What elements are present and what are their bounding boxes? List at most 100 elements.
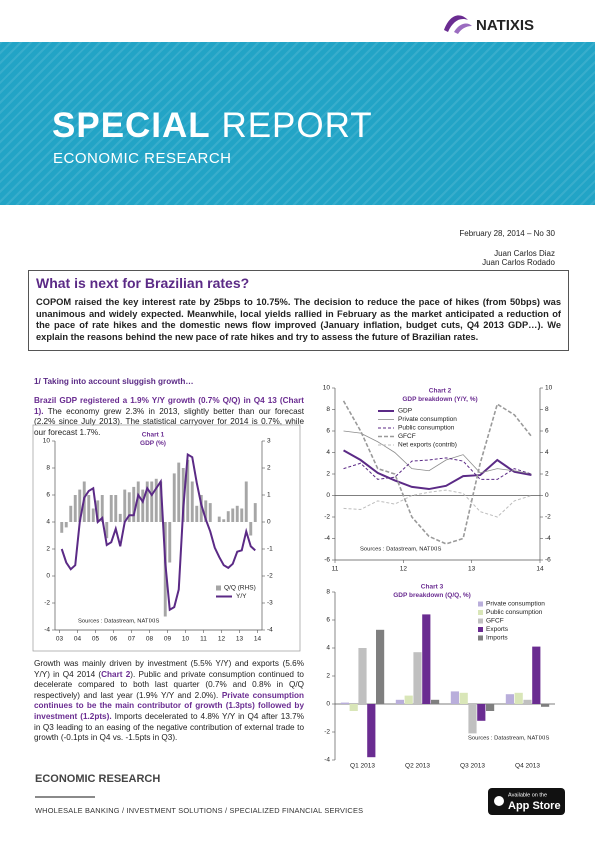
bar: [367, 704, 376, 758]
bar: [413, 652, 422, 704]
text-run: The economy grew 2.3% in 2013, slightly …: [34, 406, 304, 437]
bar: [100, 495, 104, 522]
legend-swatch: [216, 585, 221, 591]
y-tick-label: 10: [545, 385, 553, 392]
bar: [376, 629, 385, 704]
summary-box: What is next for Brazilian rates? COPOM …: [28, 270, 569, 351]
legend-label: Q/Q (RHS): [224, 585, 256, 592]
bar: [514, 692, 523, 704]
bar: [172, 473, 176, 522]
y-tick-label: 2: [326, 673, 330, 680]
date: February 28, 2014 – No 30: [459, 229, 555, 238]
y-tick-label: 8: [326, 406, 330, 413]
footer-divisions: WHOLESALE BANKING / INVESTMENT SOLUTIONS…: [35, 806, 364, 815]
bar: [477, 704, 486, 721]
paragraph: Brazil GDP registered a 1.9% Y/Y growth …: [34, 396, 304, 438]
text-run: Imports decelerated to 4.8% Y/Y in Q4 af…: [34, 711, 305, 743]
y2-tick-label: -2: [267, 573, 273, 580]
y-tick-label: 6: [46, 492, 50, 499]
bar: [249, 522, 253, 536]
y-tick-label: 4: [326, 449, 330, 456]
y-tick-label: -4: [545, 535, 551, 542]
title-light: REPORT: [221, 106, 373, 145]
brand: NATIXIS: [476, 17, 534, 34]
bar: [226, 511, 230, 522]
author: Juan Carlos Diaz: [494, 249, 555, 258]
legend-label: Exports: [486, 626, 509, 633]
bar: [358, 648, 367, 704]
bar: [181, 468, 185, 522]
bar: [64, 522, 68, 528]
bar: [136, 481, 140, 522]
y-tick-label: 6: [326, 428, 330, 435]
y-tick-label: -2: [324, 729, 330, 736]
bar: [118, 513, 122, 522]
legend-label: Net exports (contrib): [398, 442, 457, 449]
text-run: Private consumption continues to be the …: [34, 690, 305, 721]
y-tick-label: 6: [545, 428, 549, 435]
bar: [96, 500, 100, 522]
y-tick-label: 10: [323, 385, 331, 392]
report-subtitle: ECONOMIC RESEARCH: [53, 150, 232, 167]
line-series: [343, 489, 532, 518]
bar: [404, 695, 413, 704]
bar: [69, 505, 73, 522]
text-run: Growth was mainly driven by investment (…: [34, 659, 304, 679]
bar: [87, 495, 91, 522]
bar: [195, 505, 199, 522]
x-tick-label: 13: [236, 636, 244, 643]
y2-tick-label: -1: [267, 546, 273, 553]
y-tick-label: -2: [44, 600, 50, 607]
x-tick-label: 13: [468, 566, 476, 573]
report-title: SPECIAL REPORT: [52, 106, 373, 146]
section-heading: 1/ Taking into account sluggish growth…: [34, 377, 194, 386]
y-tick-label: -4: [324, 535, 330, 542]
bar: [186, 459, 190, 522]
y-tick-label: -4: [44, 627, 50, 634]
title-bold: SPECIAL: [52, 106, 211, 145]
y-tick-label: -4: [324, 757, 330, 764]
bar: [422, 614, 431, 704]
y-tick-label: -2: [324, 514, 330, 521]
legend-swatch: [478, 601, 483, 607]
text-run: Brazil GDP registered a 1.9% Y/Y growth …: [34, 396, 304, 416]
x-tick-label: 10: [182, 636, 190, 643]
apple-icon: [494, 796, 504, 806]
bar: [532, 646, 541, 704]
bar: [450, 691, 459, 704]
y2-tick-label: 1: [267, 492, 271, 499]
bar: [177, 462, 181, 522]
legend-label: Private consumption: [398, 416, 457, 423]
x-tick-label: 12: [400, 566, 408, 573]
text-run: ). Public and private consumption contin…: [34, 669, 304, 700]
summary-title: What is next for Brazilian rates?: [36, 275, 250, 291]
bar: [244, 481, 248, 522]
x-tick-label: 06: [110, 636, 118, 643]
legend-label: Public consumption: [398, 425, 455, 432]
bar: [459, 692, 468, 704]
line-series: [343, 430, 532, 475]
summary-text: COPOM raised the key interest rate by 25…: [36, 297, 561, 342]
x-tick-label: 14: [536, 566, 544, 573]
author: Juan Carlos Rodado: [482, 258, 555, 267]
y-tick-label: 8: [326, 589, 330, 596]
line-series: [60, 452, 256, 612]
bar: [523, 699, 532, 704]
chart-subtitle: GDP (%): [140, 440, 166, 447]
x-tick-label: 09: [164, 636, 172, 643]
bar: [349, 704, 358, 711]
y-tick-label: 2: [545, 471, 549, 478]
y2-tick-label: 2: [267, 465, 271, 472]
y-tick-label: 0: [326, 701, 330, 708]
bar: [91, 508, 95, 522]
y-tick-label: 0: [545, 492, 549, 499]
bar: [395, 699, 404, 704]
paragraph: Growth was mainly driven by investment (…: [34, 659, 304, 744]
bar: [235, 505, 239, 522]
bar: [60, 522, 64, 533]
text-run: Chart 2: [101, 669, 131, 679]
line-series: [343, 457, 532, 480]
bar: [127, 492, 131, 522]
